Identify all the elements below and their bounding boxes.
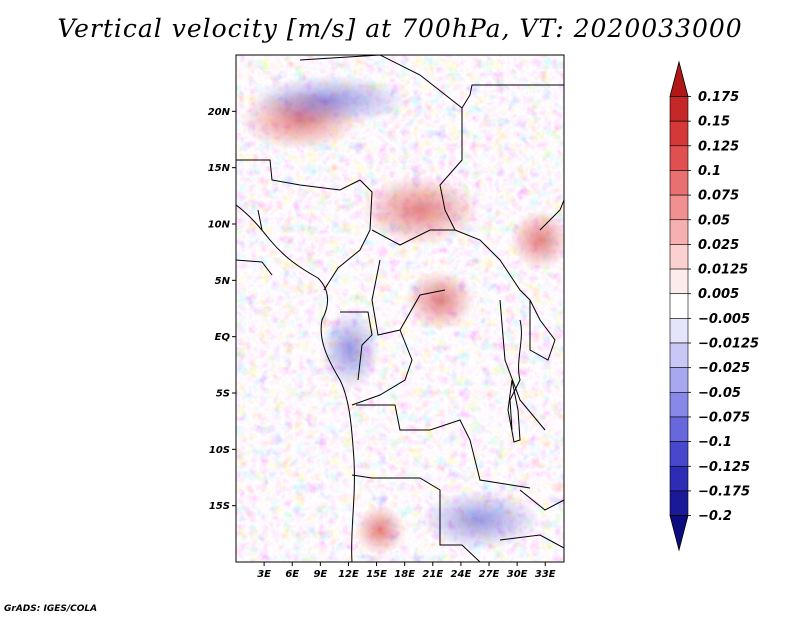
lat-tick-label: 10S (209, 445, 230, 456)
colorbar-level-label: 0.05 (698, 213, 730, 228)
colorbar-level-label: −0.125 (698, 460, 750, 475)
lon-tick-label: 3E (257, 569, 271, 580)
colorbar-swatch (669, 441, 689, 467)
colorbar-level-label: −0.025 (698, 361, 750, 376)
updraft-region (405, 270, 475, 330)
border-line (539, 199, 564, 231)
colorbar-swatch (669, 120, 689, 147)
lon-tick-label: 21E (422, 569, 443, 580)
lon-tick-label: 30E (507, 569, 528, 580)
colorbar-swatch (669, 416, 689, 442)
colorbar-swatch (669, 465, 689, 492)
colorbar-level-label: −0.0125 (698, 337, 759, 352)
border-line (499, 489, 564, 549)
border-line (340, 311, 373, 381)
border-line (371, 229, 531, 301)
colorbar-bottom-triangle (669, 515, 689, 552)
lat-tick-label: 5S (216, 389, 230, 400)
lake-outline (507, 379, 521, 443)
downdraft-region (320, 310, 380, 390)
colorbar-swatch (669, 145, 689, 171)
grads-credit: GrADS: IGES/COLA (4, 604, 98, 614)
border-line (299, 55, 463, 231)
lat-tick-label: 10N (208, 220, 231, 231)
colorbar-level-label: −0.175 (698, 484, 750, 499)
colorbar-swatch (669, 392, 689, 418)
border-line (323, 179, 373, 291)
lon-tick-label: 9E (313, 569, 327, 580)
lat-tick-label: 5N (215, 276, 231, 287)
colorbar-level-label: −0.2 (698, 509, 732, 524)
map-frame (235, 54, 565, 563)
country-borders (236, 55, 564, 562)
downdraft-region (420, 490, 540, 550)
colorbar-level-label: 0.1 (698, 164, 721, 179)
border-line (356, 404, 531, 489)
colorbar-level-label: 0.125 (698, 139, 739, 154)
lat-tick-label: 15N (208, 163, 231, 174)
border-line (509, 319, 522, 431)
colorbar-swatch (669, 170, 689, 196)
colorbar-swatch (669, 194, 689, 221)
lon-tick-label: 24E (451, 569, 472, 580)
colorbar-swatch (669, 244, 689, 270)
colorbar-level-label: 0.175 (698, 90, 739, 105)
lat-tick-label: 20N (208, 107, 231, 118)
colorbar-top-triangle (669, 60, 689, 97)
updraft-region (510, 210, 564, 270)
lon-tick-label: 15E (366, 569, 387, 580)
lat-tick-label: EQ (215, 332, 231, 343)
lon-tick-label: 33E (535, 569, 556, 580)
updraft-region (360, 175, 480, 245)
colorbar-swatch (669, 96, 689, 122)
colorbar-level-label: 0.025 (698, 238, 739, 253)
lon-tick-label: 27E (479, 569, 500, 580)
coastline (236, 204, 355, 562)
border-line (351, 329, 413, 406)
colorbar-level-label: 0.005 (698, 287, 739, 302)
downdraft-region (250, 75, 410, 125)
colorbar-swatch (669, 318, 689, 344)
colorbar-level-label: 0.0125 (698, 263, 748, 278)
lon-tick-label: 18E (394, 569, 415, 580)
colorbar-level-label: −0.1 (698, 435, 732, 450)
colorbar-level-label: 0.075 (698, 189, 739, 204)
lake-outline (529, 299, 556, 361)
colorbar-swatch (669, 342, 689, 368)
colorbar-swatch (669, 367, 689, 393)
latitude-axis: 20N 15N 10N 5N EQ 5S 10S 15S (208, 107, 236, 512)
colorbar-swatch (669, 268, 689, 295)
border-line (236, 159, 361, 191)
lon-tick-label: 6E (285, 569, 299, 580)
colorbar-swatch (669, 490, 689, 516)
colorbar-level-label: −0.075 (698, 410, 750, 425)
colorbar-level-label: −0.005 (698, 312, 750, 327)
colorbar-level-label: 0.15 (698, 115, 730, 130)
colorbar-swatch (669, 219, 689, 245)
velocity-field (236, 55, 564, 562)
border-line (236, 209, 273, 276)
border-line (461, 84, 564, 109)
colorbar-level-label: −0.05 (698, 386, 741, 401)
colorbar-swatch (669, 293, 689, 319)
updraft-region (355, 505, 405, 555)
lon-tick-label: 12E (338, 569, 359, 580)
border-line (351, 474, 481, 562)
colorbar: 0.175 0.15 0.125 0.1 0.075 0.05 0.025 0.0125 0.0… (669, 60, 759, 552)
lat-tick-label: 15S (209, 501, 230, 512)
border-line (371, 259, 446, 336)
longitude-axis: 3E 6E 9E 12E 15E 18E 21E 24E 27E 30E 33E (257, 562, 556, 580)
chart-title: Vertical velocity [m/s] at 700hPa, VT: 2… (57, 14, 743, 43)
